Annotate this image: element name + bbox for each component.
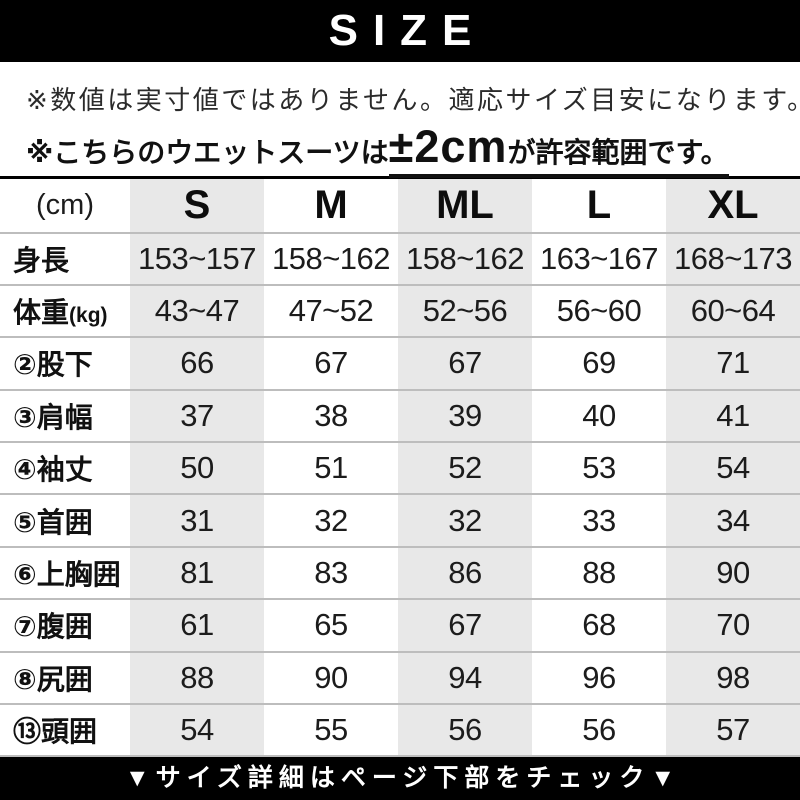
notes-section: ※数値は実寸値ではありません。適応サイズ目安になります。 ※こちらのウエットスー… bbox=[0, 62, 800, 178]
row-label-unit: (kg) bbox=[69, 304, 108, 328]
size-value-cell: 90 bbox=[264, 651, 398, 706]
size-value-cell: 33 bbox=[532, 494, 666, 548]
row-label: ⑬頭囲 bbox=[0, 704, 130, 758]
size-value-cell: 88 bbox=[130, 651, 264, 706]
note-line-2-suffix: が許容範囲です。 bbox=[507, 137, 729, 168]
size-value-cell: 34 bbox=[666, 494, 800, 548]
row-label: ④袖丈 bbox=[0, 442, 130, 496]
table-row: ②股下 66 67 67 69 71 bbox=[0, 337, 800, 391]
size-value-cell: 65 bbox=[264, 599, 398, 653]
size-value-cell: 67 bbox=[398, 337, 532, 391]
size-value-cell: 83 bbox=[264, 546, 398, 601]
table-row: ④袖丈 50 51 52 53 54 bbox=[0, 442, 800, 496]
size-value-cell: 57 bbox=[666, 704, 800, 758]
size-value-cell: 56 bbox=[532, 704, 666, 758]
note-line-2: ※こちらのウエットスーツは±2cmが許容範囲です。 bbox=[26, 124, 790, 178]
size-value-cell: 52 bbox=[398, 442, 532, 496]
size-value-cell: 47~52 bbox=[264, 284, 398, 339]
row-label: 身長 bbox=[0, 232, 130, 286]
size-value-cell: 94 bbox=[398, 651, 532, 706]
note-line-1: ※数値は実寸値ではありません。適応サイズ目安になります。 bbox=[26, 85, 800, 115]
size-value-cell: 54 bbox=[666, 442, 800, 496]
size-value-cell: 67 bbox=[398, 599, 532, 653]
size-value-cell: 61 bbox=[130, 599, 264, 653]
size-value-cell: 53 bbox=[532, 442, 666, 496]
size-value-cell: 32 bbox=[264, 494, 398, 548]
size-value-cell: 60~64 bbox=[666, 284, 800, 339]
size-value-cell: 67 bbox=[264, 337, 398, 391]
size-value-cell: 66 bbox=[130, 337, 264, 391]
size-value-cell: 40 bbox=[532, 389, 666, 444]
table-body: 身長 153~157 158~162 158~162 163~167 168~173 体重(… bbox=[0, 232, 800, 758]
column-header-s: S bbox=[130, 177, 264, 234]
size-value-cell: 88 bbox=[532, 546, 666, 601]
size-value-cell: 39 bbox=[398, 389, 532, 444]
size-value-cell: 41 bbox=[666, 389, 800, 444]
row-label: ③肩幅 bbox=[0, 389, 130, 444]
table-row: 体重(kg) 43~47 47~52 52~56 56~60 60~64 bbox=[0, 284, 800, 339]
row-label: 体重(kg) bbox=[0, 284, 130, 339]
table-row: ⑦腹囲 61 65 67 68 70 bbox=[0, 599, 800, 653]
table-header-row: (cm) S M ML L XL bbox=[0, 177, 800, 234]
row-label: ⑦腹囲 bbox=[0, 599, 130, 653]
size-value-cell: 158~162 bbox=[398, 232, 532, 286]
table-row: ⑤首囲 31 32 32 33 34 bbox=[0, 494, 800, 548]
size-value-cell: 50 bbox=[130, 442, 264, 496]
column-header-l: L bbox=[532, 177, 666, 234]
size-value-cell: 43~47 bbox=[130, 284, 264, 339]
size-value-cell: 51 bbox=[264, 442, 398, 496]
top-title-bar: SIZE bbox=[0, 0, 800, 62]
tolerance-underlined: ±2cmが許容範囲です。 bbox=[388, 121, 729, 178]
size-value-cell: 68 bbox=[532, 599, 666, 653]
column-header-ml: ML bbox=[398, 177, 532, 234]
row-label: ⑥上胸囲 bbox=[0, 546, 130, 601]
size-value-cell: 69 bbox=[532, 337, 666, 391]
size-value-cell: 54 bbox=[130, 704, 264, 758]
column-header-xl: XL bbox=[666, 177, 800, 234]
size-value-cell: 56~60 bbox=[532, 284, 666, 339]
size-value-cell: 52~56 bbox=[398, 284, 532, 339]
size-table: (cm) S M ML L XL 身長 153~157 158~162 158~162… bbox=[0, 176, 800, 758]
size-value-cell: 56 bbox=[398, 704, 532, 758]
size-value-cell: 158~162 bbox=[264, 232, 398, 286]
size-value-cell: 71 bbox=[666, 337, 800, 391]
size-value-cell: 86 bbox=[398, 546, 532, 601]
table-row: 身長 153~157 158~162 158~162 163~167 168~173 bbox=[0, 232, 800, 286]
size-value-cell: 98 bbox=[666, 651, 800, 706]
row-label: ⑧尻囲 bbox=[0, 651, 130, 706]
size-value-cell: 81 bbox=[130, 546, 264, 601]
table-row: ⑧尻囲 88 90 94 96 98 bbox=[0, 651, 800, 706]
note-line-2-prefix: ※こちらのウエットスーツは bbox=[26, 137, 389, 168]
size-value-cell: 163~167 bbox=[532, 232, 666, 286]
page-title: SIZE bbox=[328, 6, 487, 55]
size-value-cell: 37 bbox=[130, 389, 264, 444]
size-value-cell: 153~157 bbox=[130, 232, 264, 286]
row-label: ②股下 bbox=[0, 337, 130, 391]
tolerance-value: ±2cm bbox=[388, 121, 508, 172]
size-value-cell: 38 bbox=[264, 389, 398, 444]
size-value-cell: 31 bbox=[130, 494, 264, 548]
footer-text: ▼サイズ詳細はページ下部をチェック▼ bbox=[124, 764, 682, 792]
size-value-cell: 168~173 bbox=[666, 232, 800, 286]
table-row: ⑥上胸囲 81 83 86 88 90 bbox=[0, 546, 800, 601]
size-value-cell: 55 bbox=[264, 704, 398, 758]
table-row: ③肩幅 37 38 39 40 41 bbox=[0, 389, 800, 444]
size-value-cell: 32 bbox=[398, 494, 532, 548]
size-value-cell: 96 bbox=[532, 651, 666, 706]
row-label: ⑤首囲 bbox=[0, 494, 130, 548]
footer-bar: ▼サイズ詳細はページ下部をチェック▼ bbox=[0, 757, 800, 800]
unit-header-cell: (cm) bbox=[0, 177, 130, 234]
table-row: ⑬頭囲 54 55 56 56 57 bbox=[0, 704, 800, 758]
size-value-cell: 70 bbox=[666, 599, 800, 653]
column-header-m: M bbox=[264, 177, 398, 234]
size-value-cell: 90 bbox=[666, 546, 800, 601]
